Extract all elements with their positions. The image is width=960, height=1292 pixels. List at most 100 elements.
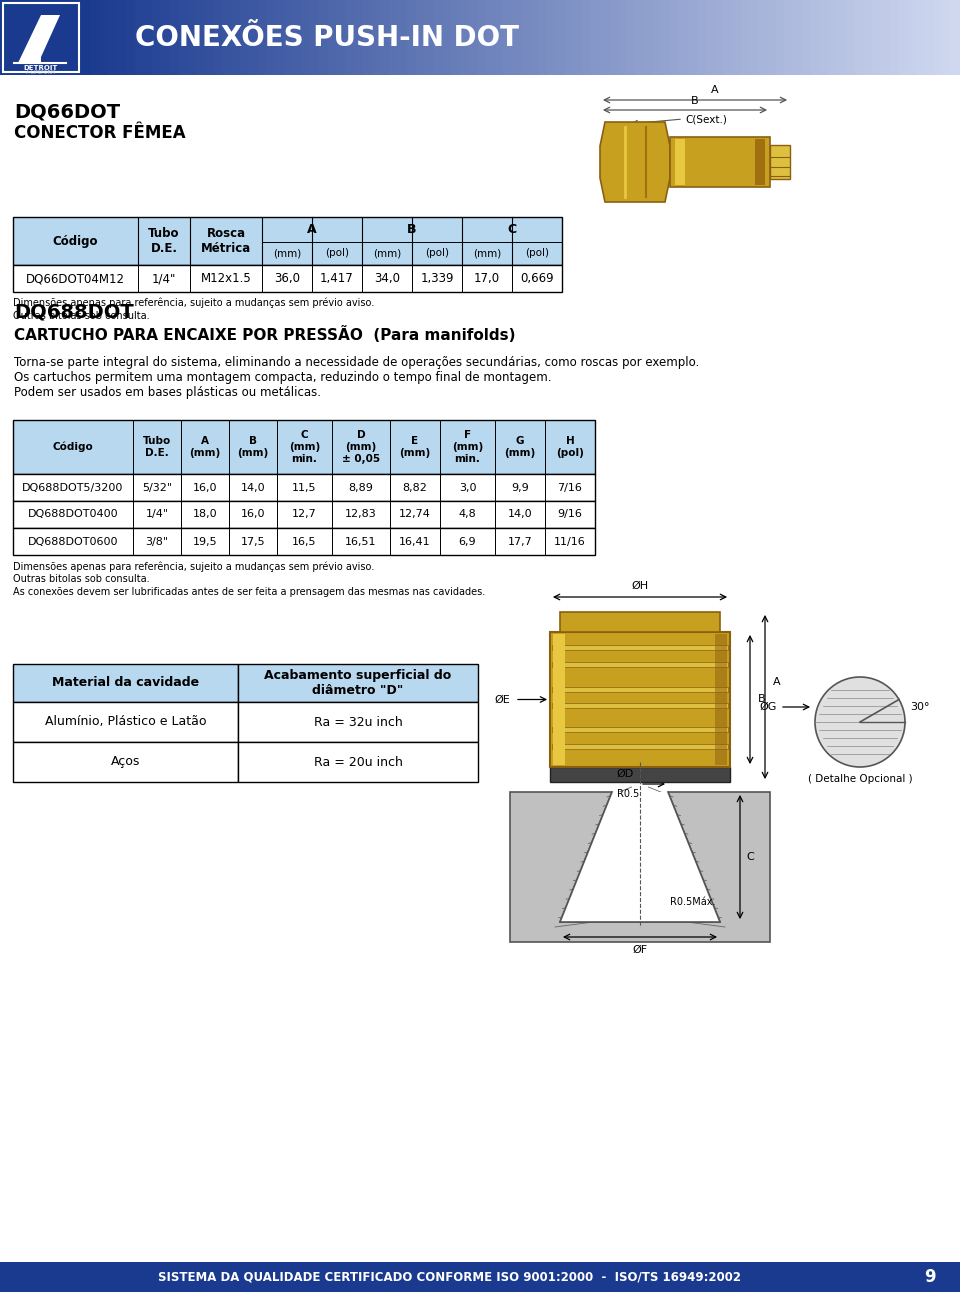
Bar — [346, 0, 355, 75]
Text: 17,7: 17,7 — [508, 536, 533, 547]
Text: 5/32": 5/32" — [142, 482, 172, 492]
Bar — [675, 140, 685, 185]
Text: B: B — [691, 96, 699, 106]
Bar — [714, 0, 724, 75]
Text: 4,8: 4,8 — [459, 509, 476, 519]
Text: 12,7: 12,7 — [292, 509, 317, 519]
Bar — [697, 0, 707, 75]
Text: SISTEMA DA QUALIDADE CERTIFICADO CONFORME ISO 9001:2000  -  ISO/TS 16949:2002: SISTEMA DA QUALIDADE CERTIFICADO CONFORM… — [158, 1270, 741, 1283]
Bar — [161, 0, 171, 75]
Text: Código: Código — [53, 235, 98, 248]
Bar — [398, 0, 408, 75]
Bar — [863, 0, 874, 75]
Text: D
(mm)
± 0,05: D (mm) ± 0,05 — [342, 430, 380, 464]
Text: 11/16: 11/16 — [554, 536, 586, 547]
Bar — [899, 0, 908, 75]
Bar — [732, 0, 741, 75]
Bar — [552, 686, 728, 691]
Text: Dimensões apenas para referência, sujeito a mudanças sem prévio aviso.: Dimensões apenas para referência, sujeit… — [13, 561, 374, 571]
Bar — [837, 0, 847, 75]
Text: 9,9: 9,9 — [511, 482, 529, 492]
Bar — [552, 662, 728, 667]
Text: C: C — [746, 851, 754, 862]
Bar — [13, 501, 595, 528]
Bar — [416, 0, 425, 75]
Text: A: A — [711, 85, 719, 96]
Bar — [934, 0, 944, 75]
Bar — [755, 140, 765, 185]
Text: (pol): (pol) — [425, 248, 449, 258]
Bar — [442, 0, 452, 75]
Bar — [319, 0, 329, 75]
Bar — [916, 0, 925, 75]
Text: 11,5: 11,5 — [292, 482, 317, 492]
Bar — [13, 528, 595, 556]
Text: CONEXÕES PUSH-IN DOT: CONEXÕES PUSH-IN DOT — [135, 23, 519, 52]
Bar — [310, 0, 320, 75]
Text: 7/16: 7/16 — [558, 482, 583, 492]
Bar — [354, 0, 364, 75]
Bar — [881, 0, 891, 75]
Bar — [811, 0, 821, 75]
Bar — [749, 0, 759, 75]
Bar — [13, 664, 238, 702]
Bar — [609, 0, 618, 75]
Bar — [626, 0, 636, 75]
Text: 16,0: 16,0 — [193, 482, 217, 492]
Text: DQ688DOT0400: DQ688DOT0400 — [28, 509, 118, 519]
Bar — [820, 0, 829, 75]
Bar — [82, 0, 92, 75]
Bar — [951, 0, 960, 75]
Bar — [556, 0, 565, 75]
Bar — [204, 0, 215, 75]
Text: 34,0: 34,0 — [374, 273, 400, 286]
Text: 36,0: 36,0 — [274, 273, 300, 286]
Bar — [117, 0, 127, 75]
Text: (mm): (mm) — [273, 248, 301, 258]
Text: ØH: ØH — [632, 581, 649, 590]
Text: 3/8": 3/8" — [145, 536, 169, 547]
Bar — [486, 0, 495, 75]
Bar — [187, 0, 197, 75]
Text: A: A — [307, 224, 317, 236]
Bar — [767, 0, 777, 75]
Text: G
(mm): G (mm) — [504, 437, 536, 457]
Bar — [552, 645, 728, 650]
Bar — [293, 0, 302, 75]
Bar — [907, 0, 917, 75]
Bar — [100, 0, 109, 75]
Text: Material da cavidade: Material da cavidade — [52, 677, 199, 690]
Bar — [249, 0, 258, 75]
Bar — [784, 0, 794, 75]
Text: C
(mm)
min.: C (mm) min. — [289, 430, 320, 464]
Polygon shape — [41, 16, 60, 57]
Text: R0.5Máx.: R0.5Máx. — [670, 897, 715, 907]
Text: DQ66DOT: DQ66DOT — [14, 102, 120, 121]
Text: Outras bitolas sob consulta.: Outras bitolas sob consulta. — [13, 311, 150, 320]
Text: Alumínio, Plástico e Latão: Alumínio, Plástico e Latão — [45, 716, 206, 729]
Bar — [776, 0, 785, 75]
Bar — [600, 0, 610, 75]
Text: (mm): (mm) — [473, 248, 501, 258]
Bar — [564, 0, 575, 75]
Text: 16,0: 16,0 — [241, 509, 265, 519]
Bar — [591, 0, 601, 75]
Bar — [266, 0, 276, 75]
Bar — [3, 3, 79, 72]
Bar — [372, 0, 381, 75]
Text: Ra = 20u inch: Ra = 20u inch — [314, 756, 402, 769]
Text: B
(mm): B (mm) — [237, 437, 269, 457]
Bar — [126, 0, 135, 75]
Bar — [560, 612, 720, 632]
Bar — [670, 0, 680, 75]
Bar — [740, 0, 751, 75]
Bar — [583, 0, 592, 75]
Bar — [238, 664, 478, 702]
Text: 1,339: 1,339 — [420, 273, 454, 286]
Bar — [924, 0, 935, 75]
Bar — [547, 0, 557, 75]
Bar — [134, 0, 144, 75]
Text: 1,417: 1,417 — [320, 273, 354, 286]
Text: Podem ser usados em bases plásticas ou metálicas.: Podem ser usados em bases plásticas ou m… — [14, 386, 321, 399]
Bar — [0, 0, 82, 75]
